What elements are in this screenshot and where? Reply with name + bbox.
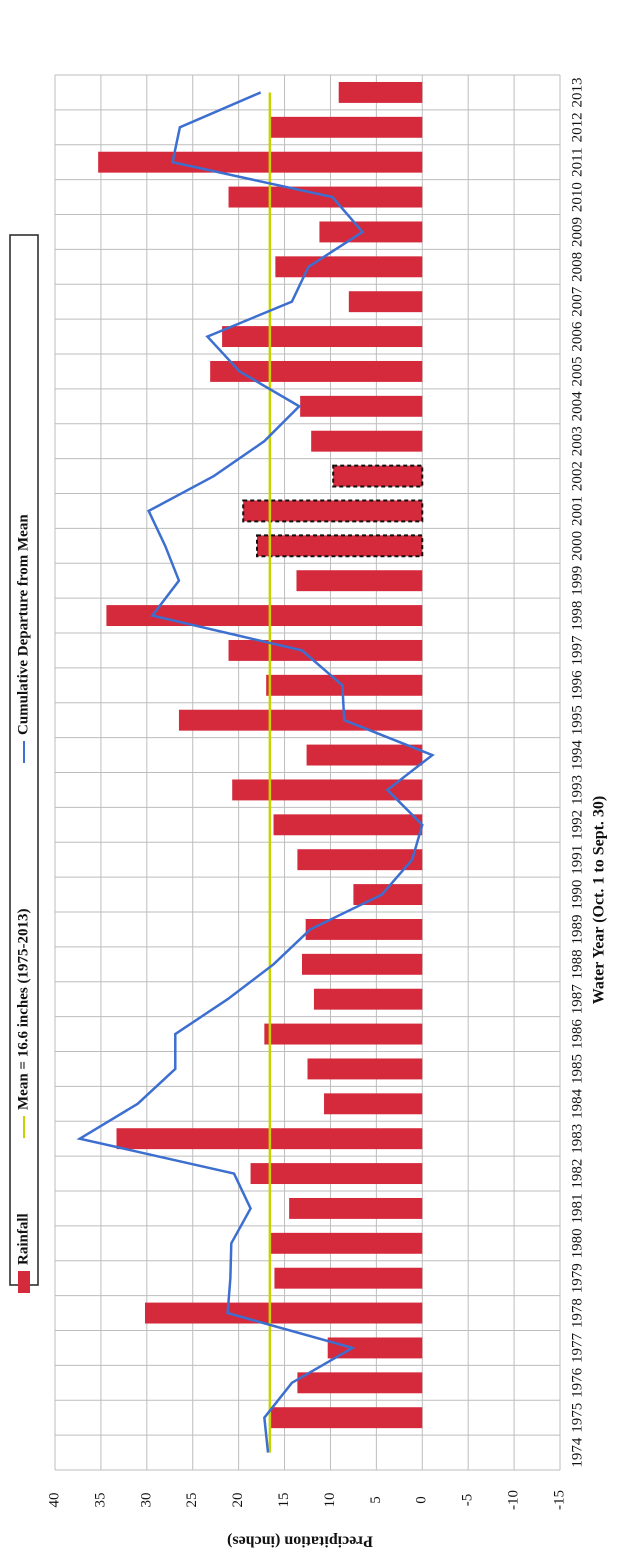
y-tick-label: 10 (322, 1493, 338, 1508)
bar (332, 464, 424, 488)
bar (297, 1372, 423, 1394)
legend-swatch (18, 1271, 30, 1293)
y-tick-label: -5 (460, 1494, 476, 1507)
x-tick-label: 1981 (569, 1193, 585, 1223)
bar (98, 151, 423, 173)
bar (106, 605, 423, 627)
bar (338, 81, 423, 103)
bar (210, 360, 423, 382)
x-tick-label: 1997 (569, 635, 585, 666)
x-tick-label: 2000 (569, 531, 585, 561)
x-tick-label: 1984 (569, 1088, 585, 1119)
x-tick-label: 1986 (569, 1019, 585, 1050)
bar (144, 1302, 423, 1324)
x-tick-label: 1989 (569, 914, 585, 944)
x-tick-label: 1993 (569, 775, 585, 805)
x-tick-label: 1974 (569, 1437, 585, 1468)
x-tick-label: 2007 (569, 286, 585, 317)
bar (305, 918, 423, 940)
x-tick-label: 1995 (569, 705, 585, 735)
y-tick-label: 40 (46, 1493, 62, 1508)
y-tick-label: -15 (551, 1490, 567, 1510)
x-tick-label: 1975 (569, 1403, 585, 1433)
x-tick-label: 1999 (569, 566, 585, 596)
line (76, 91, 435, 1453)
x-tick-label: 2002 (569, 461, 585, 491)
x-tick-label: 2005 (569, 356, 585, 386)
x-tick-label: 2001 (569, 496, 585, 526)
bar (307, 1058, 423, 1080)
y-tick-label: 35 (92, 1493, 108, 1508)
x-tick-label: 2004 (569, 391, 585, 422)
x-tick-label: 1994 (569, 740, 585, 771)
x-tick-label: 2003 (569, 426, 585, 456)
legend-label: Rainfall (15, 1213, 31, 1265)
bar (270, 1407, 423, 1429)
x-tick-label: 2006 (569, 321, 585, 352)
x-tick-label: 1990 (569, 880, 585, 910)
bar (311, 430, 423, 452)
bar (228, 639, 423, 661)
x-tick-label: 1983 (569, 1124, 585, 1154)
bar (313, 988, 423, 1010)
bar (232, 779, 423, 801)
x-tick-label: 1980 (569, 1228, 585, 1258)
bar (264, 1023, 423, 1045)
bar (297, 849, 423, 871)
bar (319, 221, 423, 243)
x-tick-label: 1992 (569, 810, 585, 840)
bar (275, 256, 423, 278)
legend-label: Mean = 16.6 inches (1975-2013) (15, 909, 31, 1110)
y-tick-label: 0 (414, 1496, 430, 1504)
x-tick-label: 1991 (569, 845, 585, 875)
y-axis-title: Precipitation (inches) (227, 1532, 373, 1549)
x-tick-label: 2012 (569, 112, 585, 142)
bar (269, 116, 423, 138)
y-tick-label: 20 (230, 1493, 246, 1508)
y-tick-label: 5 (368, 1496, 384, 1504)
y-tick-label: 25 (184, 1493, 200, 1508)
bar (300, 395, 423, 417)
bar (301, 953, 423, 975)
x-axis-title: Water Year (Oct. 1 to Sept. 30) (591, 796, 608, 1005)
bar (273, 814, 423, 836)
x-tick-label: 1985 (569, 1054, 585, 1084)
x-tick-label: 1979 (569, 1263, 585, 1293)
x-tick-label: 2011 (569, 147, 585, 176)
y-tick-label: 30 (138, 1493, 154, 1508)
bar (274, 1267, 423, 1289)
bar (306, 744, 423, 766)
bar (270, 1232, 423, 1254)
y-tick-label: -10 (506, 1490, 522, 1510)
bar (324, 1093, 423, 1115)
legend-label: Cumulative Departure from Mean (15, 514, 31, 735)
y-tick-label: 15 (276, 1493, 292, 1508)
x-tick-label: 1996 (569, 670, 585, 701)
x-tick-label: 1976 (569, 1367, 585, 1398)
x-tick-label: 1978 (569, 1298, 585, 1328)
bar (242, 499, 424, 523)
bar (178, 709, 423, 731)
bar (250, 1163, 423, 1185)
bar (289, 1197, 423, 1219)
bar (348, 291, 423, 313)
bar (296, 570, 423, 592)
x-tick-label: 2008 (569, 252, 585, 282)
bar (228, 186, 423, 208)
x-tick-label: 1988 (569, 949, 585, 979)
x-tick-label: 2010 (569, 182, 585, 212)
bar (266, 674, 423, 696)
x-tick-label: 1977 (569, 1332, 585, 1363)
x-tick-label: 2013 (569, 77, 585, 107)
x-tick-label: 1982 (569, 1159, 585, 1189)
bar (256, 534, 424, 558)
x-tick-label: 2009 (569, 217, 585, 247)
x-tick-label: 1987 (569, 984, 585, 1015)
bar (327, 1337, 423, 1359)
bar (222, 326, 423, 348)
x-tick-label: 1998 (569, 601, 585, 631)
